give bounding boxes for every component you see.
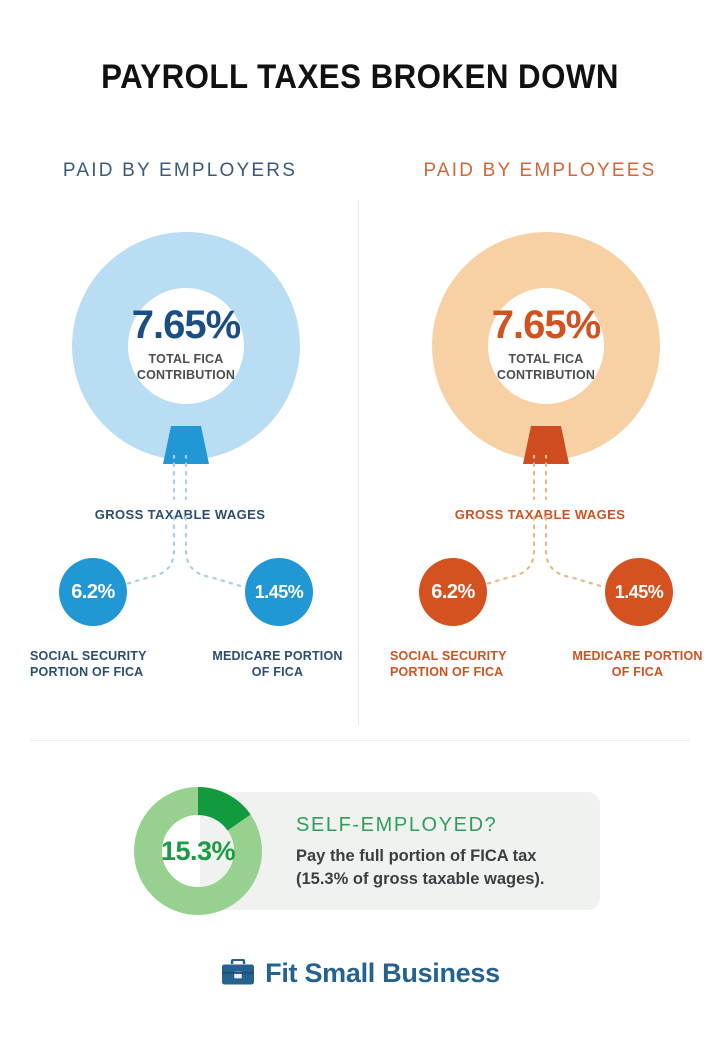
employer-ss-caption-line2: PORTION OF FICA	[30, 665, 144, 679]
self-employed-donut-chart	[133, 786, 263, 916]
self-employed-body-line1: Pay the full portion of FICA tax	[296, 847, 537, 865]
employer-med-caption-line1: MEDICARE PORTION	[212, 649, 343, 663]
employer-medicare-caption: MEDICARE PORTION OF FICA	[200, 648, 355, 680]
employer-ss-caption-line1: SOCIAL SECURITY	[30, 649, 147, 663]
employee-social-security-value: 6.2%	[431, 580, 475, 603]
self-employed-body-line2: (15.3% of gross taxable wages).	[296, 870, 545, 889]
brand-logo-text: Fit Small Business	[265, 958, 500, 988]
section-divider	[30, 740, 690, 741]
column-divider	[358, 200, 359, 725]
employee-donut-label-group: 7.65% TOTAL FICA CONTRIBUTION	[432, 232, 660, 460]
brand-logo: Fit Small Business	[0, 958, 720, 989]
column-heading-employers: PAID BY EMPLOYERS	[62, 160, 298, 181]
employer-connector-lines	[10, 455, 350, 600]
self-employed-panel	[200, 792, 600, 910]
page-title: PAYROLL TAXES BROKEN DOWN	[101, 58, 619, 96]
employee-medicare-caption: MEDICARE PORTION OF FICA	[560, 648, 715, 680]
employee-connector-lines	[370, 455, 710, 600]
briefcase-icon	[222, 958, 255, 984]
employee-social-security-caption: SOCIAL SECURITY PORTION OF FICA	[390, 648, 550, 680]
employee-medicare-circle: 1.45%	[605, 558, 673, 626]
employer-med-caption-line2: OF FICA	[251, 665, 304, 679]
employee-total-caption-line1: TOTAL FICA	[508, 352, 584, 367]
employer-total-caption-line2: CONTRIBUTION	[136, 367, 236, 382]
employer-social-security-value: 6.2%	[71, 580, 115, 603]
employee-med-caption-line2: OF FICA	[611, 665, 664, 679]
self-employed-body: Pay the full portion of FICA tax (15.3% …	[296, 845, 596, 892]
employer-total-percent: 7.65%	[131, 303, 241, 348]
employee-gross-wages-label: GROSS TAXABLE WAGES	[454, 507, 626, 522]
employer-gross-wages-label: GROSS TAXABLE WAGES	[94, 507, 266, 522]
column-heading-employees: PAID BY EMPLOYEES	[423, 160, 657, 181]
self-employed-percent: 15.3%	[160, 835, 236, 866]
employer-social-security-caption: SOCIAL SECURITY PORTION OF FICA	[30, 648, 190, 680]
employer-total-caption: TOTAL FICA CONTRIBUTION	[137, 352, 235, 383]
employee-med-caption-line1: MEDICARE PORTION	[572, 649, 703, 663]
employee-ss-caption-line1: SOCIAL SECURITY	[390, 649, 507, 663]
employee-ss-caption-line2: PORTION OF FICA	[390, 665, 504, 679]
self-employed-title: SELF-EMPLOYED?	[296, 814, 498, 836]
employer-donut-label-group: 7.65% TOTAL FICA CONTRIBUTION	[72, 232, 300, 460]
employee-total-caption-line2: CONTRIBUTION	[496, 367, 596, 382]
employer-total-caption-line1: TOTAL FICA	[148, 352, 224, 367]
employer-medicare-value: 1.45%	[254, 581, 304, 602]
employee-total-percent: 7.65%	[491, 303, 601, 348]
employee-medicare-value: 1.45%	[614, 581, 664, 602]
employee-social-security-circle: 6.2%	[419, 558, 487, 626]
employee-total-caption: TOTAL FICA CONTRIBUTION	[497, 352, 595, 383]
employer-medicare-circle: 1.45%	[245, 558, 313, 626]
employer-social-security-circle: 6.2%	[59, 558, 127, 626]
